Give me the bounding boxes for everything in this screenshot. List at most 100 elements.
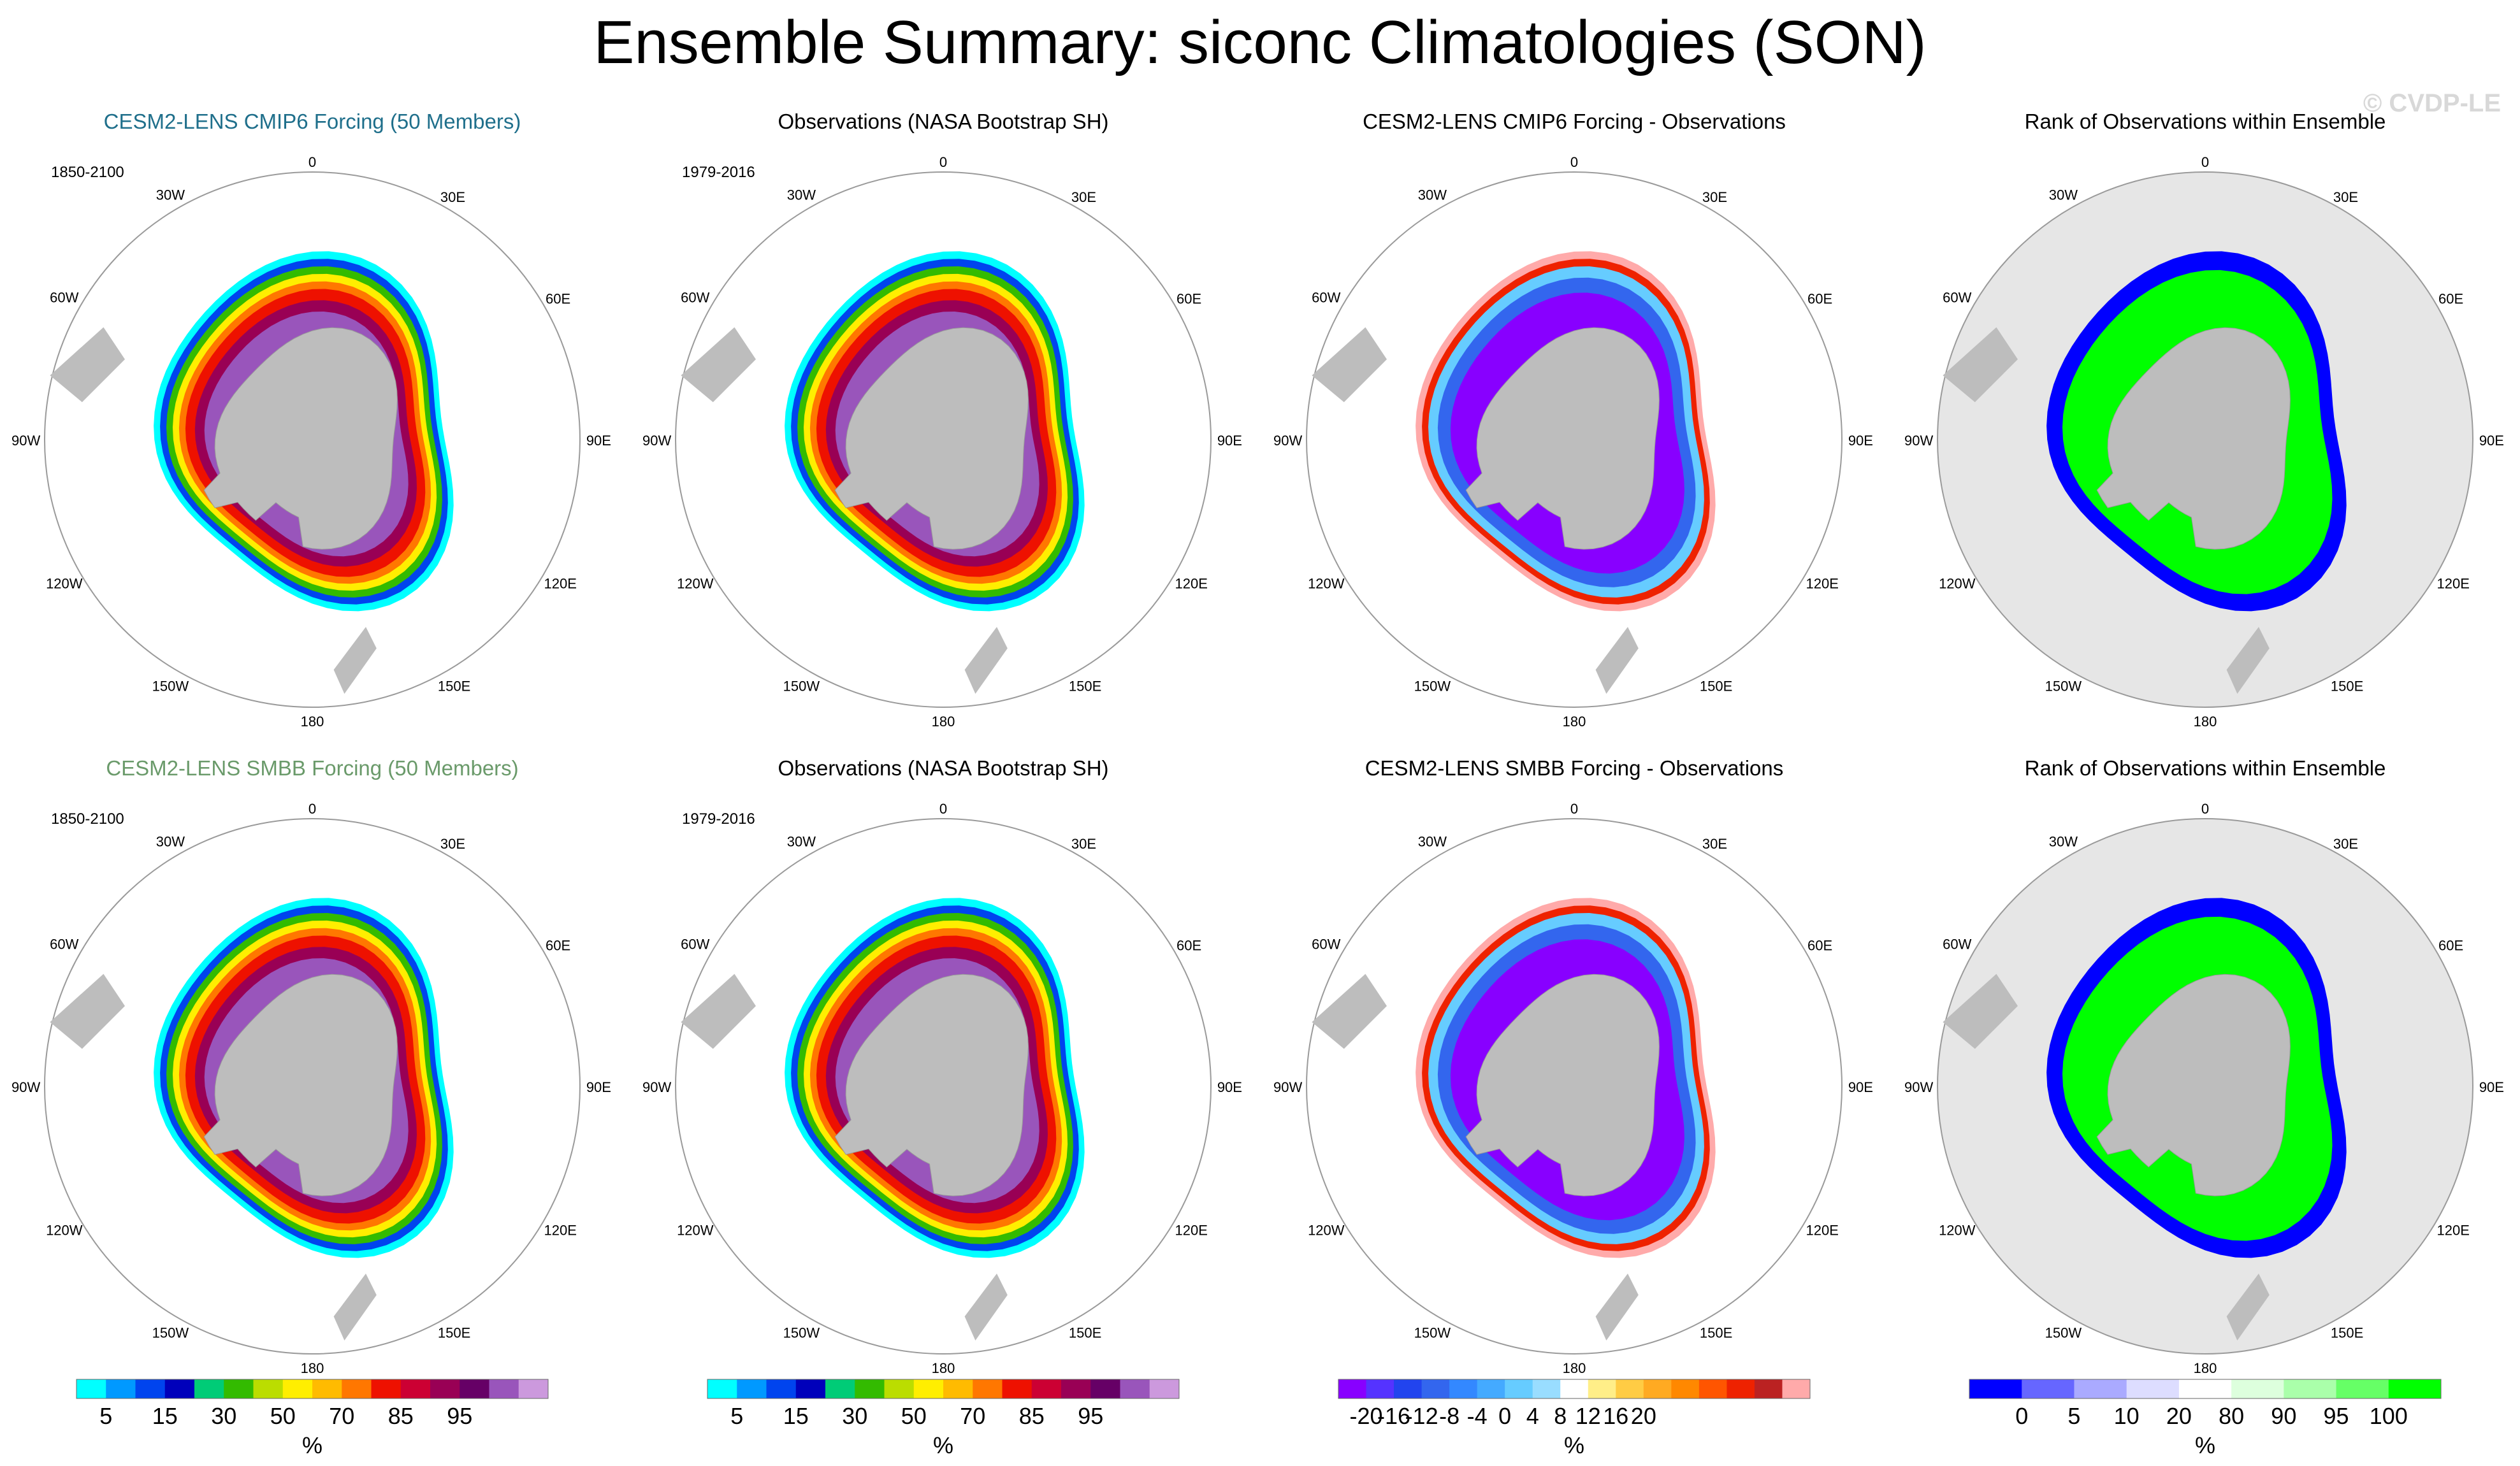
colorbar-swatch bbox=[795, 1379, 826, 1398]
colorbar-tick-label: 85 bbox=[388, 1403, 414, 1429]
longitude-label: 120E bbox=[2437, 576, 2469, 592]
longitude-label: 150W bbox=[783, 1325, 820, 1341]
longitude-label: 60W bbox=[1943, 936, 1971, 952]
longitude-label: 0 bbox=[1570, 801, 1578, 817]
antarctica-landmass bbox=[1465, 327, 1660, 550]
colorbar-swatch bbox=[135, 1379, 166, 1398]
colorbar-tick-label: -12 bbox=[1405, 1403, 1438, 1429]
colorbar-unit-label: % bbox=[2195, 1432, 2215, 1458]
longitude-label: 180 bbox=[1563, 714, 1586, 729]
antarctica-landmass bbox=[834, 974, 1029, 1197]
longitude-label: 30W bbox=[787, 833, 816, 849]
colorbar-outline bbox=[76, 1379, 549, 1399]
panel-title: CESM2-LENS CMIP6 Forcing - Observations bbox=[1363, 110, 1786, 133]
colorbar-tick-label: 95 bbox=[1078, 1403, 1103, 1429]
colorbar-tick-label: 20 bbox=[1631, 1403, 1656, 1429]
colorbar-tick-label: 70 bbox=[960, 1403, 985, 1429]
colorbar-tick-label: 12 bbox=[1575, 1403, 1601, 1429]
colorbar-swatch bbox=[973, 1379, 1003, 1398]
longitude-label: 150W bbox=[152, 679, 189, 694]
longitude-label: 30W bbox=[156, 187, 185, 203]
longitude-label: 30E bbox=[2333, 836, 2358, 852]
longitude-label: 60W bbox=[1943, 289, 1971, 305]
panel-title: CESM2-LENS SMBB Forcing (50 Members) bbox=[106, 756, 518, 780]
longitude-label: 150E bbox=[438, 1325, 470, 1341]
longitude-label: 150E bbox=[1069, 679, 1101, 694]
longitude-label: 150W bbox=[2045, 1325, 2082, 1341]
period-label: 1850-2100 bbox=[51, 164, 124, 181]
colorbar-tick-label: 4 bbox=[1526, 1403, 1539, 1429]
new-zealand-landmass bbox=[2226, 627, 2270, 694]
longitude-label: 0 bbox=[939, 801, 947, 817]
colorbar-swatch bbox=[1698, 1379, 1727, 1398]
longitude-label: 90W bbox=[1904, 1079, 1933, 1095]
longitude-label: 150W bbox=[152, 1325, 189, 1341]
colorbar-swatch bbox=[2022, 1379, 2075, 1398]
longitude-label: 90E bbox=[1217, 1079, 1242, 1095]
colorbar-swatch bbox=[518, 1379, 549, 1398]
longitude-label: 30E bbox=[2333, 189, 2358, 205]
longitude-label: 150W bbox=[1414, 679, 1451, 694]
south-america-landmass bbox=[681, 327, 756, 403]
new-zealand-landmass bbox=[333, 627, 377, 694]
colorbar-unit-label: % bbox=[1564, 1432, 1584, 1458]
longitude-label: 150E bbox=[2331, 679, 2363, 694]
colorbar-swatch bbox=[282, 1379, 313, 1398]
colorbar-tick-label: 50 bbox=[270, 1403, 296, 1429]
colorbar-tick-label: 0 bbox=[2015, 1403, 2028, 1429]
longitude-label: 120E bbox=[1806, 1223, 1838, 1239]
colorbar: 0 5 10 20 80 90 95 100% bbox=[1969, 1379, 2442, 1458]
colorbar-tick-label: 5 bbox=[99, 1403, 112, 1429]
colorbar-tick-label: 70 bbox=[329, 1403, 354, 1429]
colorbar-swatch bbox=[106, 1379, 136, 1398]
colorbar-swatch bbox=[1338, 1379, 1367, 1398]
longitude-label: 60W bbox=[1312, 936, 1340, 952]
colorbar-swatch bbox=[943, 1379, 973, 1398]
period-label: 1979-2016 bbox=[682, 164, 755, 181]
map-panel: CESM2-LENS CMIP6 Forcing - Observations 0… bbox=[1273, 110, 1873, 729]
longitude-label: 60E bbox=[546, 291, 570, 306]
colorbar-tick-label: 15 bbox=[783, 1403, 809, 1429]
longitude-label: 60E bbox=[1177, 937, 1201, 953]
panel-title: Observations (NASA Bootstrap SH) bbox=[778, 756, 1108, 780]
colorbar-swatch bbox=[2178, 1379, 2232, 1398]
longitude-label: 60W bbox=[50, 936, 78, 952]
longitude-label: 0 bbox=[308, 154, 316, 170]
longitude-label: 30W bbox=[1418, 187, 1447, 203]
longitude-label: 90E bbox=[586, 433, 611, 449]
panel-title: Rank of Observations within Ensemble bbox=[2025, 756, 2386, 780]
colorbar-swatch bbox=[430, 1379, 460, 1398]
colorbar-tick-label: 0 bbox=[1498, 1403, 1511, 1429]
longitude-label: 90W bbox=[1273, 1079, 1302, 1095]
colorbar-swatch bbox=[1588, 1379, 1616, 1398]
longitude-label: 150W bbox=[2045, 679, 2082, 694]
colorbar-swatch bbox=[1002, 1379, 1032, 1398]
colorbar-swatch bbox=[164, 1379, 195, 1398]
longitude-label: 150W bbox=[783, 679, 820, 694]
longitude-label: 60W bbox=[50, 289, 78, 305]
longitude-label: 60E bbox=[2438, 291, 2463, 306]
colorbar-swatch bbox=[1090, 1379, 1120, 1398]
colorbar-unit-label: % bbox=[302, 1432, 322, 1458]
longitude-label: 0 bbox=[308, 801, 316, 817]
colorbar-swatch bbox=[489, 1379, 519, 1398]
longitude-label: 180 bbox=[932, 714, 955, 729]
antarctica-landmass bbox=[2096, 327, 2291, 550]
longitude-label: 90W bbox=[642, 1079, 671, 1095]
colorbar-swatch bbox=[1366, 1379, 1394, 1398]
panel-title: CESM2-LENS SMBB Forcing - Observations bbox=[1365, 756, 1784, 780]
longitude-label: 90W bbox=[1904, 433, 1933, 449]
longitude-label: 150E bbox=[2331, 1325, 2363, 1341]
colorbar-unit-label: % bbox=[933, 1432, 953, 1458]
longitude-label: 60E bbox=[546, 937, 570, 953]
map-panel: CESM2-LENS CMIP6 Forcing (50 Members) 185… bbox=[11, 110, 611, 729]
colorbar-swatch bbox=[2336, 1379, 2389, 1398]
colorbar: -20-16-12 -8 -4 0 4 8 12 16 20% bbox=[1338, 1379, 1811, 1458]
colorbar-tick-label: 30 bbox=[211, 1403, 236, 1429]
longitude-label: 30E bbox=[1071, 189, 1096, 205]
panel-title: Rank of Observations within Ensemble bbox=[2025, 110, 2386, 133]
period-label: 1850-2100 bbox=[51, 810, 124, 828]
south-america-landmass bbox=[50, 327, 125, 403]
longitude-label: 60E bbox=[1177, 291, 1201, 306]
colorbar-swatch bbox=[2284, 1379, 2337, 1398]
